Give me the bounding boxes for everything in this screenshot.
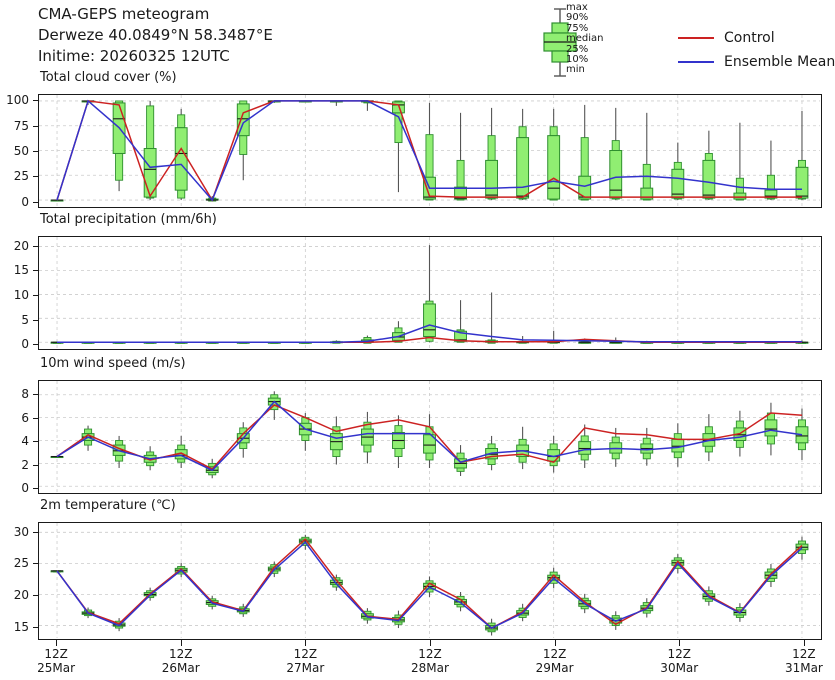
control-line-swatch — [678, 37, 714, 39]
x-tick — [554, 640, 556, 646]
legend-label-min: min — [566, 64, 585, 76]
x-tick-date: 29Mar — [535, 661, 574, 675]
y-tick-label: 6 — [21, 410, 29, 425]
y-tick — [33, 319, 38, 321]
ensemble-mean-line-swatch — [678, 61, 714, 63]
y-tick — [33, 563, 38, 565]
legend-item-ensemble-mean: Ensemble Mean — [678, 50, 835, 74]
y-tick-label: 15 — [13, 263, 29, 278]
y-tick-label: 2 — [21, 457, 29, 472]
y-tick-label: 20 — [13, 588, 29, 603]
y-tick — [33, 595, 38, 597]
legend-series: Control Ensemble Mean — [678, 26, 835, 74]
x-tick-time: 12Z — [44, 647, 68, 661]
x-tick — [56, 640, 58, 646]
panel-title-1: Total cloud cover (%) — [40, 70, 177, 85]
x-tick-label: 12Z 30Mar — [660, 647, 698, 675]
plot-area-2 — [38, 236, 822, 350]
x-tick-time: 12Z — [542, 647, 567, 661]
y-tick — [33, 294, 38, 296]
legend-item-control: Control — [678, 26, 835, 50]
x-tick-label: 12Z 31Mar — [785, 647, 823, 675]
legend-label-median: median — [566, 33, 604, 45]
legend-label-p10: 10% — [566, 54, 589, 66]
x-tick-label: 12Z 28Mar — [411, 647, 449, 675]
x-tick — [803, 640, 805, 646]
legend-ensemble-mean-label: Ensemble Mean — [724, 54, 835, 70]
panel-title-2: Total precipitation (mm/6h) — [40, 212, 217, 227]
x-tick-date: 25Mar — [37, 661, 76, 675]
y-tick — [33, 125, 38, 127]
y-tick — [33, 441, 38, 443]
y-tick-label: 15 — [13, 620, 29, 635]
y-tick-label: 30 — [13, 524, 29, 539]
x-tick — [430, 640, 431, 646]
plot-area-3 — [38, 380, 822, 494]
y-tick-label: 0 — [21, 337, 29, 352]
x-tick-date: 28Mar — [411, 661, 449, 675]
legend-label-p25: 25% — [566, 43, 589, 55]
y-tick-label: 0 — [21, 481, 29, 496]
y-tick-label: 4 — [21, 434, 29, 449]
y-axis-3: 0 2 4 6 8 — [0, 380, 38, 496]
y-tick — [33, 488, 38, 490]
legend-label-p90: 90% — [566, 12, 589, 24]
legend-box-labels: max 90% 75% median 25% 10% min — [566, 2, 604, 76]
plot-area-1 — [38, 94, 822, 208]
location-label: Derweze 40.0849°N 58.3487°E — [38, 26, 273, 44]
panel-title-4: 2m temperature (℃) — [40, 498, 176, 513]
y-axis-2: 0 5 10 15 20 — [0, 236, 38, 352]
x-tick-date: 27Mar — [286, 661, 325, 675]
x-tick — [305, 640, 307, 646]
y-tick-label: 5 — [21, 312, 29, 327]
panel-title-3: 10m wind speed (m/s) — [40, 356, 186, 371]
x-tick-time: 12Z — [293, 647, 318, 661]
y-tick — [33, 151, 38, 152]
x-axis: 12Z 25Mar 12Z 26Mar 12Z 27Mar 12Z 28Mar 12Z 29Mar… — [37, 640, 823, 680]
initime-label: Initime: 20260325 12UTC — [38, 47, 230, 65]
x-tick — [180, 640, 182, 646]
x-tick-label: 12Z 25Mar — [37, 647, 75, 675]
plot-area-4 — [38, 522, 822, 640]
legend-control-label: Control — [724, 30, 775, 46]
y-tick — [33, 464, 38, 466]
y-tick — [33, 344, 38, 346]
y-tick-label: 75 — [13, 118, 29, 133]
x-tick-date: 31Mar — [784, 661, 823, 675]
y-tick-label: 10 — [13, 287, 29, 302]
header-block: CMA-GEPS meteogram Derweze 40.0849°N 58.… — [38, 4, 273, 67]
y-tick — [33, 176, 38, 178]
x-tick-label: 12Z 29Mar — [536, 647, 574, 675]
x-tick-time: 12Z — [418, 647, 442, 661]
y-tick — [33, 270, 38, 272]
y-tick-label: 25 — [13, 556, 29, 571]
y-tick — [33, 100, 38, 102]
x-tick-time: 12Z — [168, 647, 193, 661]
y-tick-label: 25 — [13, 169, 29, 184]
y-axis-4: 15 20 25 30 — [0, 522, 38, 640]
x-tick-label: 12Z 27Mar — [286, 647, 324, 675]
y-tick — [33, 417, 38, 419]
legend-label-p75: 75% — [566, 22, 589, 34]
x-tick-time: 12Z — [792, 647, 816, 661]
x-tick-date: 30Mar — [660, 661, 699, 675]
y-tick — [33, 201, 38, 203]
x-tick-label: 12Z 26Mar — [162, 647, 200, 675]
x-tick-date: 26Mar — [161, 661, 200, 675]
y-tick-label: 8 — [21, 387, 29, 402]
legend-boxplot-glyph — [530, 6, 590, 78]
y-tick-label: 20 — [13, 238, 29, 253]
y-tick — [33, 531, 38, 533]
y-tick-label: 0 — [21, 194, 29, 209]
y-tick — [33, 394, 38, 396]
y-axis-1: 0 25 50 75 100 — [0, 93, 38, 209]
y-tick-label: 100 — [6, 93, 29, 108]
legend-label-max: max — [566, 2, 588, 13]
y-tick — [33, 627, 38, 629]
y-tick-label: 50 — [13, 144, 29, 158]
page-title: CMA-GEPS meteogram — [38, 5, 210, 23]
x-tick — [679, 640, 681, 646]
y-tick — [33, 245, 38, 247]
x-tick-time: 12Z — [667, 647, 692, 661]
